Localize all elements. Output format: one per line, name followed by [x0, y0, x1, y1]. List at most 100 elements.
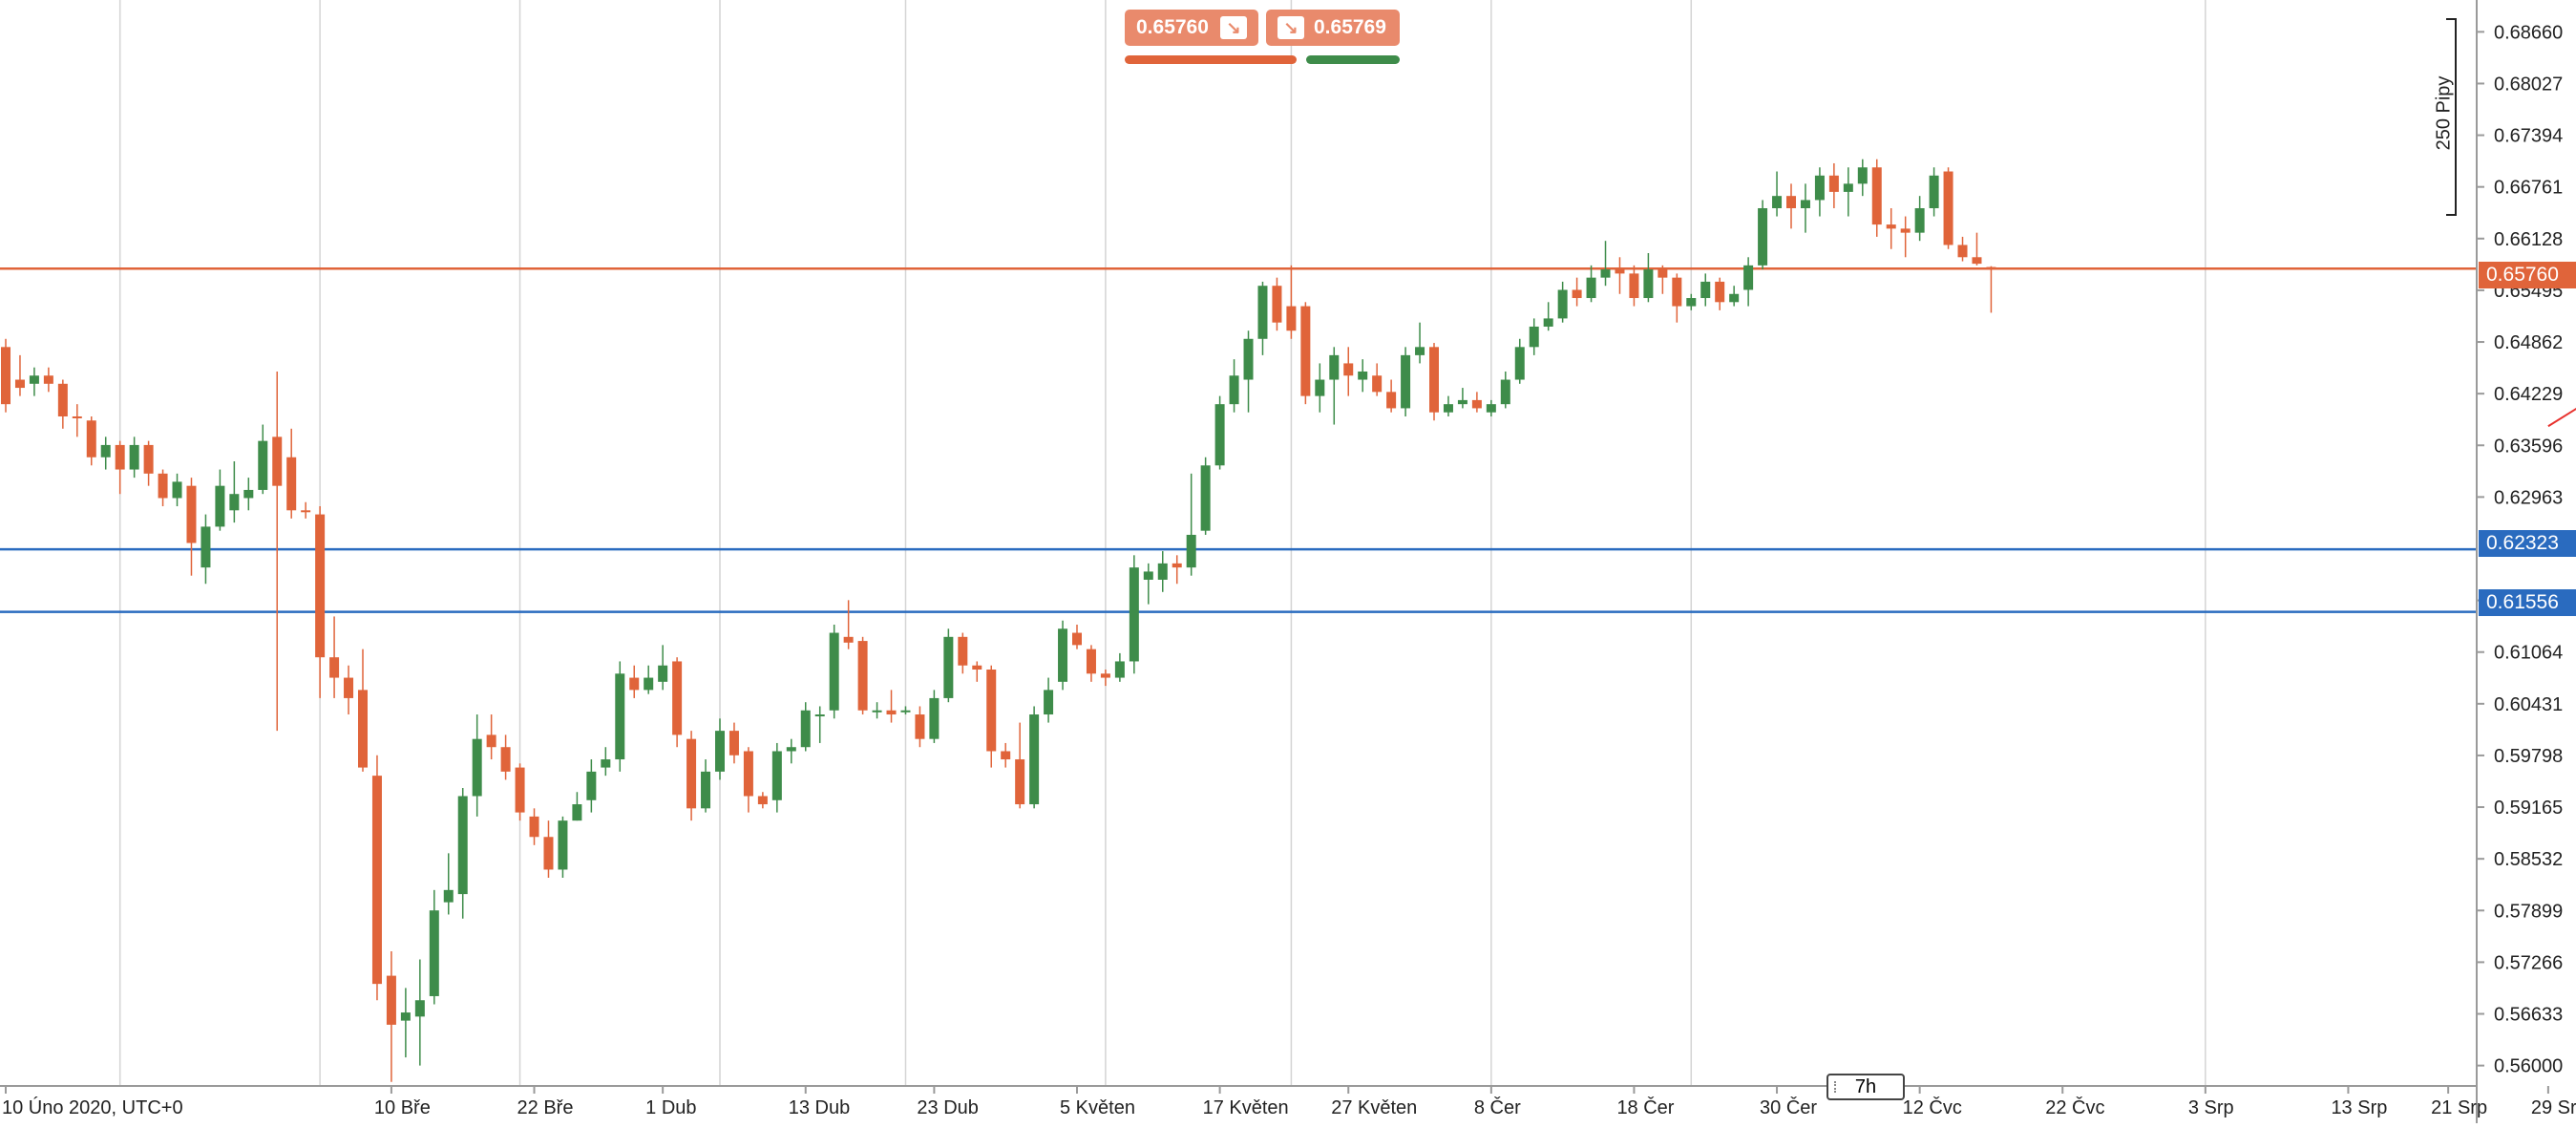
candle-body: [1143, 571, 1153, 580]
candle-body: [1572, 289, 1582, 299]
candle-body: [1029, 714, 1040, 805]
candle-body: [429, 910, 439, 996]
y-tick-label: 0.66761: [2494, 178, 2563, 199]
y-tick-label: 0.61064: [2494, 643, 2563, 664]
candle-body: [272, 436, 283, 486]
candle-body: [644, 677, 654, 691]
candle-body: [172, 481, 182, 499]
x-tick-label: 8 Čer: [1474, 1096, 1521, 1118]
candle-body: [1058, 628, 1068, 682]
candle-body: [1686, 298, 1697, 307]
y-tick-label: 0.59165: [2494, 798, 2563, 819]
candle-body: [1486, 404, 1496, 413]
x-tick-label: 30 Čer: [1760, 1096, 1817, 1118]
sell-price-button[interactable]: 0.65760 ↘: [1125, 10, 1258, 46]
y-tick-label: 0.66128: [2494, 229, 2563, 250]
y-tick-label: 0.57899: [2494, 901, 2563, 922]
candle-body: [915, 714, 925, 739]
sell-volume-bar: [1125, 55, 1297, 64]
candle-body: [1658, 269, 1668, 278]
candle-body: [586, 771, 597, 800]
candle-body: [386, 975, 396, 1025]
candle-body: [743, 751, 753, 797]
candle-body: [1272, 286, 1282, 323]
candle-body: [728, 731, 739, 756]
x-tick-label: 21 Srp: [2431, 1097, 2487, 1118]
buy-price: 0.65769: [1314, 16, 1386, 38]
candle-body: [786, 747, 796, 752]
candles: [1, 159, 1996, 1082]
timeframe-selector[interactable]: 7h: [1826, 1074, 1905, 1100]
candle-body: [629, 677, 640, 691]
candle-body: [1358, 371, 1368, 380]
grid-lines: [118, 0, 2206, 1086]
candle-body: [1828, 175, 1839, 192]
candle-body: [86, 420, 96, 458]
candle-body: [1100, 673, 1110, 678]
candle-body: [1700, 281, 1711, 299]
candle-body: [1286, 306, 1297, 331]
level-price-badge: 0.62323: [2479, 530, 2576, 557]
candle-body: [1001, 751, 1011, 760]
candle-body: [414, 1000, 425, 1017]
candle-body: [1615, 269, 1625, 274]
x-tick-label: 27 Květen: [1331, 1097, 1417, 1118]
candle-body: [72, 415, 82, 418]
buy-volume-bar: [1306, 55, 1400, 64]
candle-body: [1329, 354, 1340, 380]
candle-body: [1401, 354, 1411, 409]
buy-price-button[interactable]: ↘ 0.65769: [1266, 10, 1400, 46]
x-tick-label: 23 Dub: [917, 1097, 979, 1118]
candle-body: [443, 889, 454, 903]
x-tick-label: 13 Srp: [2331, 1097, 2387, 1118]
candle-body: [1072, 632, 1082, 646]
arrow-down-right-icon: ↘: [1277, 16, 1304, 39]
y-tick-label: 0.59798: [2494, 746, 2563, 767]
x-tick-label: 22 Čvc: [2045, 1096, 2104, 1118]
x-tick-label: 10 Úno 2020, UTC+0: [2, 1096, 183, 1118]
x-tick-label: 22 Bře: [517, 1097, 574, 1118]
candle-body: [1457, 399, 1467, 405]
candle-body: [658, 665, 668, 682]
candle-body: [529, 816, 539, 838]
candle-body: [215, 485, 225, 527]
candle-body: [986, 670, 997, 752]
candle-body: [486, 734, 496, 748]
candle-body: [1372, 375, 1383, 393]
x-tick-label: 12 Čvc: [1903, 1096, 1962, 1118]
candle-body: [800, 710, 811, 748]
candle-body: [757, 796, 768, 805]
y-tick-label: 0.68660: [2494, 22, 2563, 43]
candle-body: [158, 473, 168, 499]
pips-measure: 250 Pipy: [2425, 74, 2463, 151]
candle-body: [1257, 286, 1268, 339]
y-axis-ticks: 0.686600.680270.673940.667610.661280.654…: [2477, 22, 2563, 1077]
pips-label: 250 Pipy: [2433, 75, 2455, 150]
candle-body: [958, 636, 968, 666]
level-price-badge: 0.61556: [2479, 589, 2576, 616]
y-tick-label: 0.60431: [2494, 694, 2563, 715]
candle-body: [872, 710, 882, 713]
candle-body: [301, 510, 311, 513]
candle-body: [1629, 273, 1639, 299]
candle-body: [615, 673, 625, 760]
candle-body: [543, 837, 554, 870]
candle-body: [1772, 196, 1783, 208]
candle-body: [1800, 200, 1810, 208]
candle-body: [1529, 326, 1539, 348]
candle-body: [1743, 265, 1754, 290]
candle-body: [258, 440, 268, 490]
candle-body: [886, 710, 897, 715]
x-tick-label: 18 Čer: [1616, 1096, 1674, 1118]
x-tick-label: 29 Srp: [2531, 1097, 2576, 1118]
candle-body: [900, 710, 911, 713]
drag-handle-icon[interactable]: [1834, 1081, 1842, 1093]
candle-body: [57, 383, 68, 416]
candle-body: [1429, 347, 1439, 413]
x-tick-label: 10 Bře: [374, 1097, 431, 1118]
sell-price: 0.65760: [1136, 16, 1209, 38]
candle-body: [1015, 759, 1025, 805]
candle-body: [358, 690, 368, 768]
